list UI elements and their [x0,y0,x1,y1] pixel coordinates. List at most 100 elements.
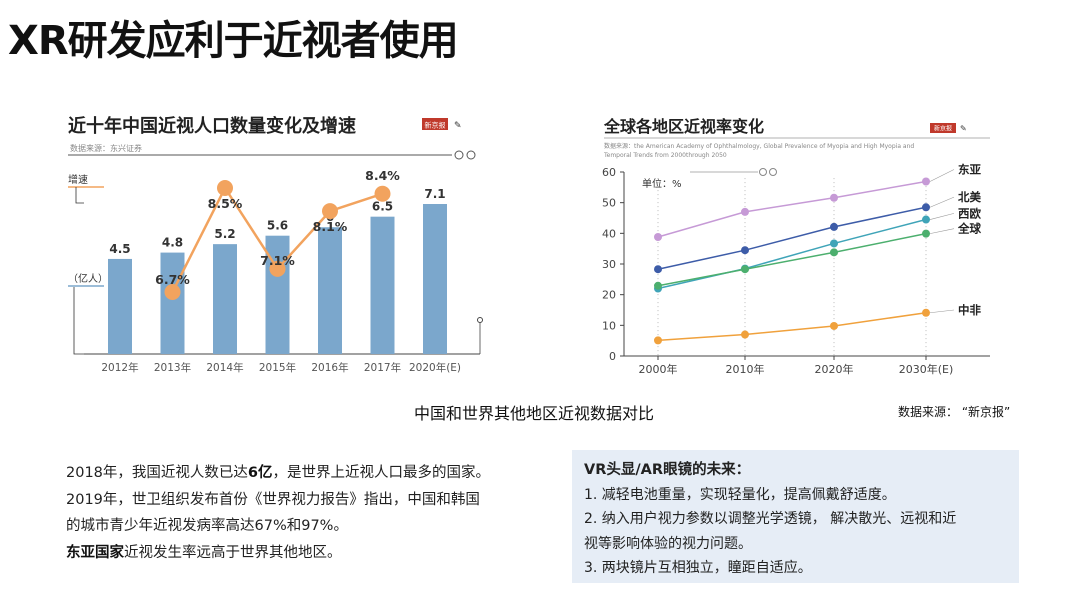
x-tick-label: 2010年 [726,362,765,376]
vr-future-box: VR头显/AR眼镜的未来： 1. 减轻电池重量，实现轻量化，提高佩戴舒适度。 2… [572,450,1019,583]
bar [370,216,395,354]
chart-source-line2: Temporal Trends from 2000through 2050 [603,152,727,159]
growth-value-label: 7.1% [260,253,295,268]
vr-item-3: 3. 两块镜片互相独立，瞳距自适应。 [584,560,812,576]
x-tick-label: 2012年 [101,361,138,374]
series-label: 全球 [957,222,981,236]
slide-title: XR研发应利于近视者使用 [8,18,459,64]
logo-stamp: 新京报 ✎ [930,123,967,133]
logo-text: 新京报 [934,125,952,133]
logo-stamp: 新京报 ✎ [422,118,462,131]
growth-point [269,260,286,277]
bar-value-label: 5.2 [214,227,235,241]
chart-source-line1: 数据来源：the American Academy of Ophthalmolo… [604,142,914,150]
x-tick-label: 2020年(E) [409,361,461,374]
chart-source: 数据来源：东兴证券 [70,143,142,153]
series-line [654,177,930,242]
bar-value-label: 5.6 [267,219,288,233]
axes: 0 10 20 30 40 50 60 2000年 2010年 2020年 2030年(E) [602,166,990,376]
bar-series: 4.54.85.25.666.57.1 [108,187,447,354]
series-polyline [657,218,927,290]
logo-text: 新京报 [425,121,446,130]
chart-title: 全球各地区近视率变化 [603,117,764,136]
population-axis-label: （亿人） [68,272,108,285]
growth-point [322,203,338,220]
chart-caption: 中国和世界其他地区近视数据对比 [414,404,655,423]
data-point [654,265,662,274]
series-polyline [657,206,927,270]
fact-line-2: 2019年，世卫组织发布首份《世界视力报告》指出，中国和韩国 [66,491,480,508]
y-tick-label: 30 [602,258,616,271]
data-point [830,248,838,257]
series-label: 西欧 [958,206,981,220]
series-polyline [657,180,927,238]
series-line [654,203,930,274]
data-point [922,177,930,186]
data-point [922,203,930,212]
fact-line-1: 2018年，我国近视人数已达6亿，是世界上近视人口最多的国家。 [66,465,490,481]
data-point [741,246,749,255]
population-chart: 近十年中国近视人口数量变化及增速 新京报 ✎ 数据来源：东兴证券 增速 （亿人）… [62,106,494,388]
bar [423,204,447,354]
series-label: 中非 [958,303,981,317]
y-tick-label: 50 [602,197,616,210]
data-point [830,239,838,248]
data-source: 数据来源： “新京报” [898,405,1011,419]
bar [108,258,132,354]
facts-text: 2018年，我国近视人数已达6亿，是世界上近视人口最多的国家。 2019年，世卫… [66,460,546,566]
vr-item-2-cont: 视等影响体验的视力问题。 [584,535,752,552]
regional-myopia-chart: 全球各地区近视率变化 新京报 ✎ 数据来源：the American Acade… [580,106,1000,388]
data-point [830,321,838,330]
fact-line-4: 东亚国家近视发生率远高于世界其他地区。 [66,544,342,561]
growth-series: 6.7% 8.5% 7.1% 8.1% 8.4% [155,168,400,300]
fact-line-3: 的城市青少年近视发病率高达67%和97%。 [66,518,348,534]
line-series [654,177,930,345]
chart-title: 近十年中国近视人口数量变化及增速 [68,115,356,137]
y-tick-label: 40 [602,227,616,240]
bar [160,252,185,354]
data-point [830,222,838,231]
bar-value-label: 6.5 [372,200,393,214]
data-point [654,281,662,290]
data-point [741,207,749,216]
series-line [654,308,930,345]
data-point [654,233,662,242]
x-tick-label: 2013年 [154,361,191,374]
data-point [830,193,838,202]
bar-value-label: 4.5 [109,242,130,256]
x-tick-label: 2016年 [311,361,348,374]
x-tick-label: 2000年 [639,362,678,376]
series-line [654,215,930,293]
series-label: 东亚 [958,163,981,177]
population-chart-svg: 近十年中国近视人口数量变化及增速 新京报 ✎ 数据来源：东兴证券 增速 （亿人）… [68,115,483,374]
growth-point [374,185,391,202]
highlight-east-asia: 东亚国家 [66,544,124,561]
highlight-6yi: 6亿 [247,465,273,481]
series-polyline [657,232,927,287]
growth-point [217,180,233,196]
x-tick-label: 2014年 [206,361,243,374]
x-tick-label: 2030年(E) [899,362,954,376]
x-tick-label: 2020年 [815,362,854,376]
regional-myopia-chart-svg: 全球各地区近视率变化 新京报 ✎ 数据来源：the American Acade… [602,117,990,376]
growth-value-label: 8.4% [365,168,400,183]
vr-item-1: 1. 减轻电池重量，实现轻量化，提高佩戴舒适度。 [584,486,896,503]
y-tick-label: 10 [602,319,616,332]
bar-value-label: 7.1 [424,187,445,201]
data-point [741,330,749,339]
growth-value-label: 8.5% [208,196,243,211]
y-tick-label: 60 [602,166,616,179]
series-line [654,229,930,290]
bar [318,227,342,354]
data-point [922,215,930,224]
bar [213,244,237,354]
data-point [741,265,749,274]
x-tick-label: 2015年 [259,361,296,374]
growth-axis-label: 增速 [68,173,88,186]
growth-value-label: 6.7% [155,272,190,287]
data-point [922,229,930,238]
svg-text:✎: ✎ [960,124,967,133]
x-axis-ticks: 2012年 2013年 2014年 2015年 2016年 2017年 2020年(E) [101,361,461,374]
bar-value-label: 4.8 [162,236,183,250]
